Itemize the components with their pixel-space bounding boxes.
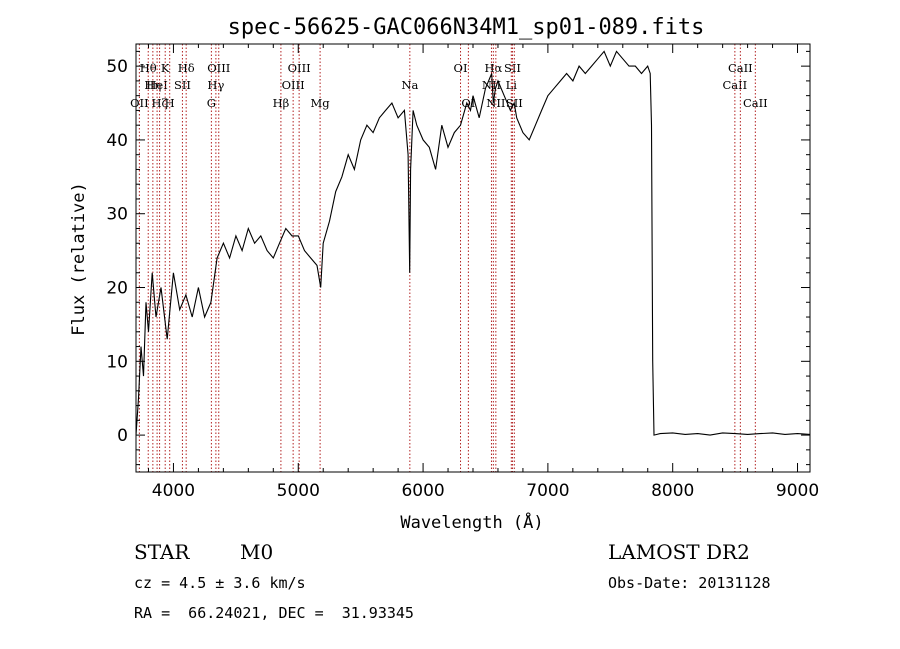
x-tick-label: 5000	[277, 481, 320, 501]
object-subclass: M0	[240, 540, 274, 564]
y-tick-label: 20	[106, 279, 128, 299]
emission-line-label: OI	[454, 61, 468, 75]
emission-line-label: Li	[506, 78, 518, 92]
emission-line-label: K	[161, 61, 170, 75]
emission-line-label: G	[207, 96, 216, 110]
coordinates-info: RA = 66.24021, DEC = 31.93345	[134, 604, 414, 622]
y-tick-label: 10	[106, 352, 128, 372]
emission-line-label: CaII	[743, 96, 768, 110]
emission-line-label: Hδ	[178, 61, 195, 75]
y-tick-label: 30	[106, 205, 128, 225]
x-axis-label: Wavelength (Å)	[400, 511, 543, 533]
emission-line-label: OIII	[207, 61, 230, 75]
emission-line-label: Hθ	[140, 61, 157, 75]
emission-line-label: CaII	[722, 78, 747, 92]
spectrum-line	[135, 50, 811, 436]
y-tick-label: 50	[106, 57, 128, 77]
emission-line-label: Mg	[311, 96, 331, 110]
x-tick-label: 9000	[776, 481, 819, 501]
survey-name: LAMOST DR2	[608, 540, 750, 564]
object-class: STAR	[134, 540, 190, 564]
emission-line-label: OIII	[282, 78, 305, 92]
observation-date: Obs-Date: 20131128	[608, 574, 771, 592]
emission-line-label: OIII	[288, 61, 311, 75]
emission-line-label: OII	[130, 96, 149, 110]
x-tick-label: 8000	[651, 481, 694, 501]
emission-line-label: NII	[482, 78, 501, 92]
emission-line-label: SII	[504, 61, 521, 75]
axes: 4000 5000 6000 7000 8000 9000 0 10 20 30 40 50	[106, 43, 819, 501]
emission-line-label: H	[165, 96, 175, 110]
y-tick-label: 40	[106, 131, 128, 151]
emission-line-label: Hβ	[273, 96, 290, 110]
y-tick-label: 0	[117, 426, 128, 446]
emission-line-label: CaII	[728, 61, 753, 75]
emission-line-label: Hα	[484, 61, 502, 75]
emission-line-label: HeI	[146, 78, 167, 92]
x-tick-label: 4000	[152, 481, 195, 501]
emission-line-label: NII	[486, 96, 505, 110]
x-tick-label: 7000	[526, 481, 569, 501]
emission-line-label: Hγ	[207, 78, 224, 92]
redshift-info: cz = 4.5 ± 3.6 km/s	[134, 574, 306, 592]
emission-line-label: Na	[401, 78, 418, 92]
x-tick-label: 6000	[401, 481, 444, 501]
emission-line-label: Hη	[144, 78, 161, 92]
y-axis-label: Flux (relative)	[69, 182, 89, 336]
emission-line-label: Hζ	[151, 96, 167, 110]
spectrum-series	[135, 50, 811, 436]
emission-line-label: SII	[174, 78, 191, 92]
chart-title: spec-56625-GAC066N34M1_sp01-089.fits	[228, 15, 705, 40]
